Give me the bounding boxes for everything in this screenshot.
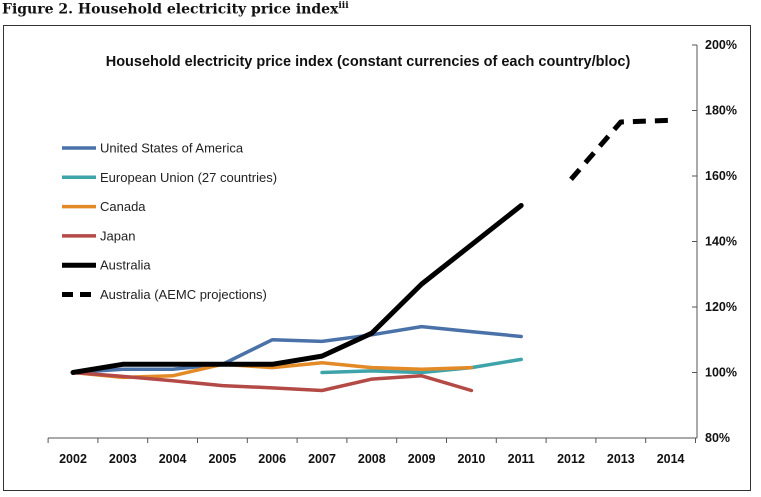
x-tick-label: 2004 bbox=[159, 452, 187, 466]
series-line-australia bbox=[70, 203, 524, 375]
legend-label-japan: Japan bbox=[100, 228, 135, 243]
x-tick-label: 2003 bbox=[109, 452, 137, 466]
x-tick-label: 2002 bbox=[59, 452, 87, 466]
series-line-australia-aemc-projections bbox=[569, 117, 671, 181]
legend: United States of America European Union (… bbox=[62, 141, 277, 302]
series-line-european-union-27-countries bbox=[320, 357, 523, 375]
x-tick-label: 2013 bbox=[607, 452, 635, 466]
series-lines bbox=[70, 117, 671, 393]
x-tick-label: 2008 bbox=[358, 452, 386, 466]
legend-label-united-states-of-america: United States of America bbox=[100, 141, 244, 156]
legend-label-australia-aemc-projections: Australia (AEMC projections) bbox=[100, 287, 267, 302]
y-tick-label: 120% bbox=[705, 300, 737, 314]
x-tick-label: 2012 bbox=[557, 452, 585, 466]
x-tick-label: 2005 bbox=[208, 452, 236, 466]
y-tick-label: 80% bbox=[705, 431, 730, 445]
y-tick-label: 160% bbox=[705, 169, 737, 183]
chart-frame bbox=[3, 25, 751, 491]
figure-caption-text: Figure 2. Household electricity price in… bbox=[2, 1, 339, 18]
legend-label-australia: Australia bbox=[100, 258, 151, 273]
figure-caption: Figure 2. Household electricity price in… bbox=[2, 1, 349, 18]
x-ticks: 2002 2003 2004 2005 2006 2007 2008 2009 2010 2011… bbox=[47, 438, 696, 466]
x-tick-label: 2010 bbox=[457, 452, 485, 466]
legend-label-canada: Canada bbox=[100, 199, 146, 214]
series-line-japan bbox=[71, 370, 474, 393]
x-tick-label: 2006 bbox=[258, 452, 286, 466]
x-tick-label: 2011 bbox=[508, 452, 535, 466]
y-tick-label: 140% bbox=[705, 235, 737, 249]
x-tick-label: 2007 bbox=[308, 452, 336, 466]
legend-label-european-union-27-countries: European Union (27 countries) bbox=[100, 170, 277, 185]
y-tick-label: 100% bbox=[705, 366, 737, 380]
x-tick-label: 2009 bbox=[408, 452, 436, 466]
series-line-united-states-of-america bbox=[71, 324, 523, 375]
x-tick-label: 2014 bbox=[657, 452, 685, 466]
y-tick-label: 200% bbox=[705, 38, 737, 52]
y-tick-label: 180% bbox=[705, 104, 737, 118]
y-ticks: 80% 100% 120% 140% 160% 180% 200% bbox=[692, 38, 737, 445]
chart-title: Household electricity price index (const… bbox=[106, 54, 631, 70]
figure-caption-superscript: iii bbox=[338, 1, 349, 11]
